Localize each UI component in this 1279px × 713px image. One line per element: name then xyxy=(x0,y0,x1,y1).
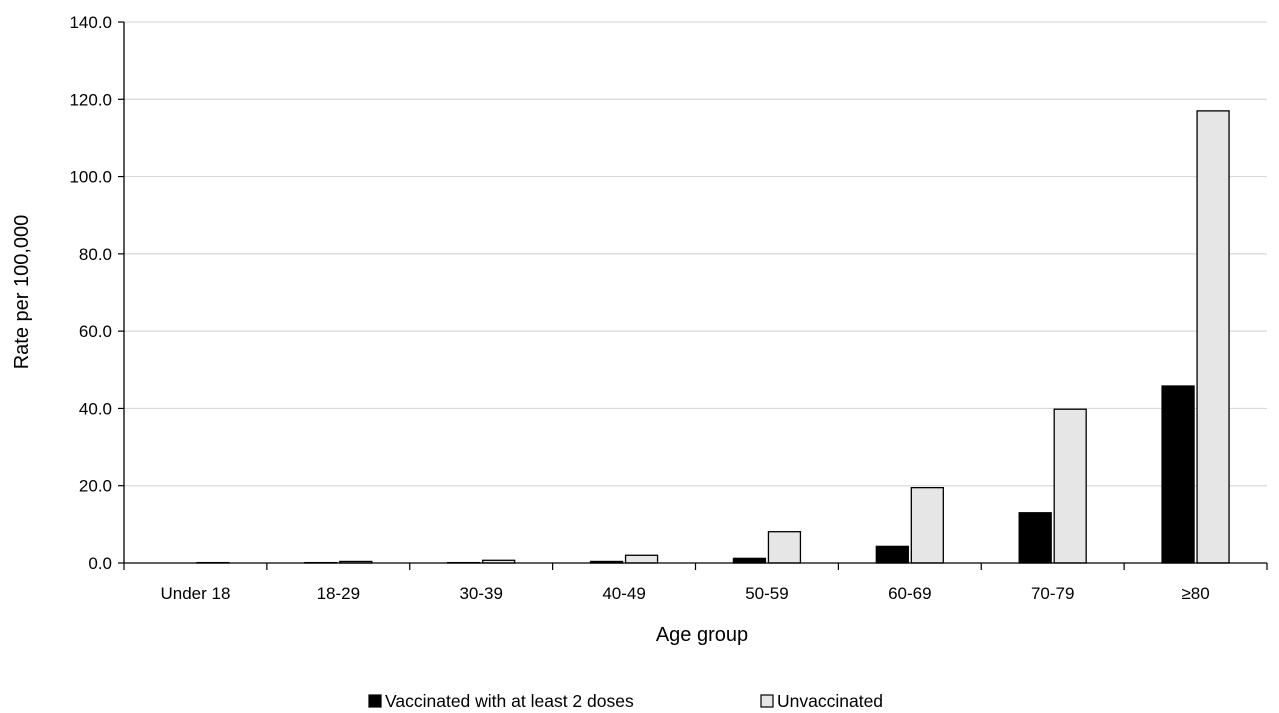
y-tick-label: 40.0 xyxy=(79,399,112,418)
x-tick-label: 70-79 xyxy=(1031,584,1074,603)
legend: Vaccinated with at least 2 doses Unvaccin… xyxy=(368,691,883,711)
x-tick-label: 60-69 xyxy=(888,584,931,603)
bar-vaccinated xyxy=(1161,385,1195,564)
x-tick-label: 50-59 xyxy=(745,584,788,603)
y-tick-label: 60.0 xyxy=(79,322,112,341)
x-tick-label: 18-29 xyxy=(317,584,360,603)
legend-swatch-unvaccinated xyxy=(760,694,774,708)
y-tick-label: 120.0 xyxy=(69,90,112,109)
bar-unvaccinated xyxy=(1196,110,1230,564)
bar-unvaccinated xyxy=(767,531,802,564)
x-tick-label: 40-49 xyxy=(602,584,645,603)
x-axis-title: Age group xyxy=(656,624,748,646)
legend-label-unvaccinated: Unvaccinated xyxy=(777,691,883,711)
x-tick-label: ≥80 xyxy=(1181,584,1209,603)
axes xyxy=(118,21,1268,570)
y-tick-label: 100.0 xyxy=(69,168,112,187)
y-tick-label: 140.0 xyxy=(69,13,112,32)
legend-swatch-vaccinated xyxy=(368,694,382,708)
bar-unvaccinated xyxy=(1053,408,1087,564)
y-axis-title: Rate per 100,000 xyxy=(11,215,33,370)
bar-vaccinated xyxy=(732,557,767,564)
bars xyxy=(196,110,1230,564)
bar-unvaccinated xyxy=(910,486,944,564)
bar-vaccinated xyxy=(875,545,909,564)
tick-labels: 0.0 20.0 40.0 60.0 80.0 100.0 120.0 140.0 Under … xyxy=(69,13,1209,603)
bar-vaccinated xyxy=(1018,512,1052,564)
legend-label-vaccinated: Vaccinated with at least 2 doses xyxy=(385,691,634,711)
bar-unvaccinated xyxy=(624,554,659,564)
gridlines xyxy=(124,21,1267,487)
x-tick-label: 30-39 xyxy=(459,584,502,603)
x-tick-label: Under 18 xyxy=(160,584,230,603)
y-tick-label: 80.0 xyxy=(79,245,112,264)
y-tick-label: 20.0 xyxy=(79,477,112,496)
y-tick-label: 0.0 xyxy=(88,554,112,573)
